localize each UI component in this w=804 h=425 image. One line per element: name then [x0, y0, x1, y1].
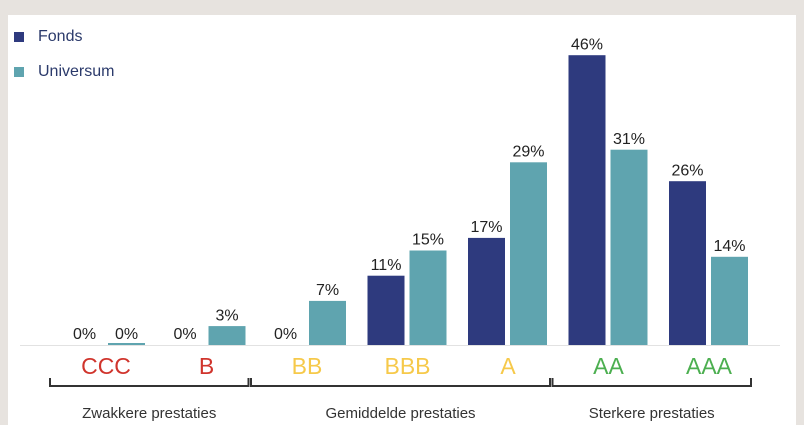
category-label: BB	[292, 353, 323, 379]
category-label: CCC	[81, 353, 131, 379]
value-label: 17%	[470, 219, 502, 236]
value-label: 0%	[115, 326, 138, 343]
bar	[610, 149, 648, 345]
group-label: Sterkere prestaties	[589, 405, 715, 422]
value-label: 0%	[274, 326, 297, 343]
value-label: 29%	[512, 144, 544, 161]
bar	[510, 162, 547, 345]
bracket	[49, 378, 250, 387]
bracket	[551, 378, 752, 387]
category-label: BBB	[384, 353, 430, 379]
value-label: 46%	[571, 36, 603, 53]
bracket	[250, 378, 551, 387]
category-label: B	[199, 353, 214, 379]
value-label: 31%	[613, 131, 645, 148]
category-label: A	[500, 353, 516, 379]
bar	[409, 250, 447, 345]
bar	[309, 300, 346, 345]
bar	[468, 237, 505, 345]
bar	[669, 181, 706, 345]
legend-swatch	[14, 32, 24, 42]
legend-swatch	[14, 67, 24, 77]
value-label: 26%	[671, 162, 703, 179]
category-label: AAA	[686, 353, 733, 379]
value-label: 11%	[371, 257, 402, 274]
category-label: AA	[593, 353, 624, 379]
value-label: 15%	[412, 232, 444, 249]
bar	[367, 275, 405, 345]
value-label: 14%	[713, 238, 745, 255]
value-label: 0%	[173, 326, 196, 343]
bar-zero	[108, 343, 145, 345]
bar	[208, 326, 246, 345]
panel	[8, 15, 796, 425]
group-label: Gemiddelde prestaties	[325, 405, 475, 422]
legend-label: Universum	[38, 63, 114, 80]
value-label: 3%	[215, 307, 238, 324]
group-label: Zwakkere prestaties	[82, 405, 216, 422]
value-label: 0%	[73, 326, 96, 343]
bar	[711, 256, 748, 345]
bar	[568, 55, 606, 345]
value-label: 7%	[316, 282, 339, 299]
legend-label: Fonds	[38, 28, 82, 45]
